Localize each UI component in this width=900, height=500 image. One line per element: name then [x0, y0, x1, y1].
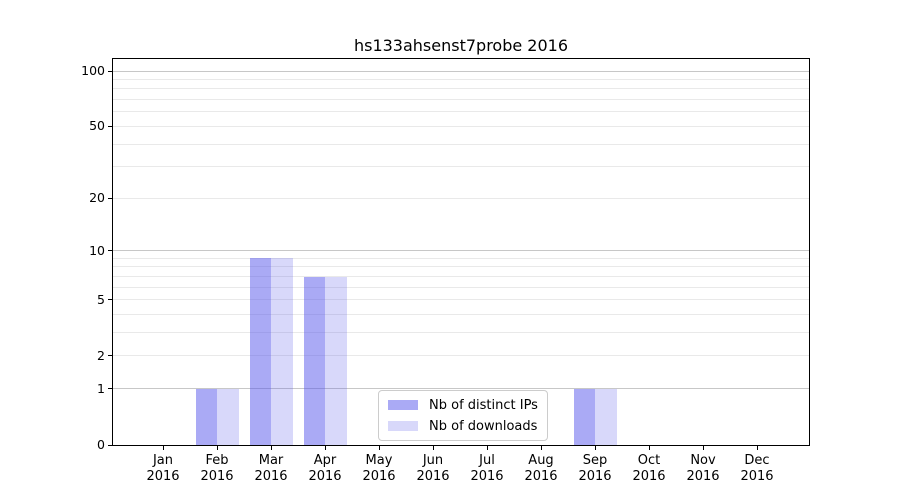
y-tick-100	[108, 70, 112, 72]
y-tick-50	[108, 125, 112, 127]
x-tick-label-oct: Oct 2016	[632, 453, 666, 484]
y-gridline-minor-70	[113, 99, 809, 101]
x-tick-dec	[756, 446, 758, 450]
x-tick-jun	[432, 446, 434, 450]
y-gridline-minor-7	[113, 275, 809, 277]
y-gridline-major-1	[113, 388, 809, 390]
y-gridline-minor-5	[113, 299, 809, 301]
x-tick-may	[378, 446, 380, 450]
x-tick-label-apr: Apr 2016	[308, 453, 342, 484]
y-tick-10	[108, 250, 112, 252]
y-tick-label-10: 10	[89, 242, 105, 258]
legend-swatch-downloads	[388, 421, 418, 431]
y-tick-2	[108, 355, 112, 357]
y-gridline-minor-20	[113, 197, 809, 199]
y-tick-0	[108, 444, 112, 446]
bar-distinct-ips-feb	[195, 388, 217, 445]
bar-distinct-ips-apr	[303, 276, 325, 445]
x-tick-jan	[162, 446, 164, 450]
bar-downloads-apr	[325, 276, 347, 445]
x-tick-mar	[270, 446, 272, 450]
x-tick-apr	[324, 446, 326, 450]
y-tick-label-50: 50	[89, 118, 105, 134]
y-tick-label-1: 1	[97, 380, 105, 396]
x-tick-jul	[486, 446, 488, 450]
y-gridline-minor-80	[113, 88, 809, 90]
x-tick-label-sep: Sep 2016	[578, 453, 612, 484]
y-gridline-minor-8	[113, 266, 809, 268]
legend-item-downloads: Nb of downloads	[388, 418, 538, 434]
legend: Nb of distinct IPs Nb of downloads	[378, 390, 548, 441]
y-tick-20	[108, 197, 112, 199]
y-tick-label-5: 5	[97, 291, 105, 307]
y-tick-label-2: 2	[97, 347, 105, 363]
y-gridline-minor-6	[113, 286, 809, 288]
y-gridline-minor-2	[113, 355, 809, 357]
y-gridline-minor-9	[113, 257, 809, 259]
bar-distinct-ips-sep	[573, 388, 595, 445]
y-tick-label-0: 0	[97, 437, 105, 452]
y-gridline-major-10	[113, 250, 809, 252]
y-gridline-minor-90	[113, 78, 809, 80]
bar-downloads-feb	[217, 388, 239, 445]
x-tick-oct	[648, 446, 650, 450]
x-tick-label-jun: Jun 2016	[416, 453, 450, 484]
legend-swatch-distinct-ips	[388, 400, 418, 410]
legend-label-distinct-ips: Nb of distinct IPs	[429, 397, 538, 413]
y-gridline-minor-30	[113, 166, 809, 168]
y-tick-label-100: 100	[81, 63, 105, 78]
legend-label-downloads: Nb of downloads	[429, 418, 538, 434]
chart-title: hs133ahsenst7probe 2016	[353, 36, 569, 55]
x-tick-label-jan: Jan 2016	[146, 453, 180, 484]
x-tick-sep	[594, 446, 596, 450]
y-gridline-minor-50	[113, 125, 809, 127]
y-gridline-minor-60	[113, 111, 809, 113]
y-gridline-major-100	[113, 70, 809, 72]
x-tick-label-dec: Dec 2016	[740, 453, 774, 484]
y-gridline-minor-4	[113, 314, 809, 316]
x-tick-label-feb: Feb 2016	[200, 453, 234, 484]
x-tick-aug	[540, 446, 542, 450]
x-tick-label-jul: Jul 2016	[470, 453, 504, 484]
x-tick-nov	[702, 446, 704, 450]
y-gridline-minor-3	[113, 332, 809, 334]
bar-downloads-sep	[595, 388, 617, 445]
x-tick-label-may: May 2016	[362, 453, 396, 484]
x-tick-label-nov: Nov 2016	[686, 453, 720, 484]
bar-distinct-ips-mar	[249, 258, 271, 445]
y-tick-label-20: 20	[89, 190, 105, 206]
x-tick-feb	[216, 446, 218, 450]
x-tick-label-aug: Aug 2016	[524, 453, 558, 484]
plot-area	[112, 58, 810, 446]
bar-downloads-mar	[271, 258, 293, 445]
y-tick-5	[108, 299, 112, 301]
y-gridline-minor-40	[113, 143, 809, 145]
y-tick-1	[108, 388, 112, 390]
x-tick-label-mar: Mar 2016	[254, 453, 288, 484]
legend-item-distinct-ips: Nb of distinct IPs	[388, 397, 538, 413]
